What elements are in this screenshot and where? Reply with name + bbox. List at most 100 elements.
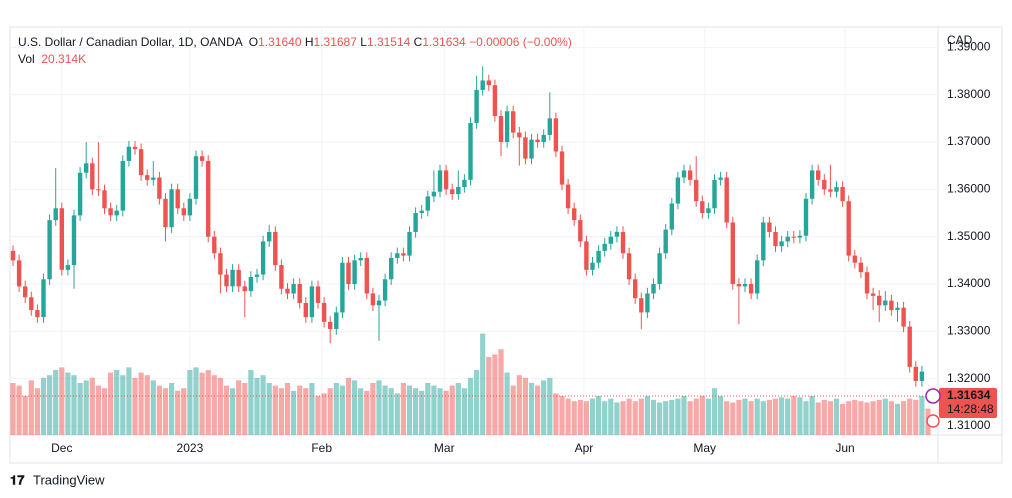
candle-body bbox=[437, 170, 443, 192]
candle-body bbox=[468, 123, 473, 180]
candle-body bbox=[389, 257, 394, 280]
volume-bar bbox=[864, 402, 870, 435]
candle-body bbox=[730, 222, 735, 285]
candle-body bbox=[687, 170, 693, 180]
candle-body bbox=[169, 189, 174, 228]
candle-body bbox=[120, 160, 125, 211]
candle-body bbox=[29, 297, 34, 311]
volume-bar bbox=[345, 377, 352, 435]
volume-bar bbox=[443, 390, 449, 435]
volume-bar bbox=[230, 388, 236, 435]
volume-bar bbox=[815, 402, 821, 435]
volume-bar bbox=[467, 377, 474, 435]
candle-body bbox=[59, 208, 64, 270]
candle-body bbox=[840, 186, 845, 202]
volume-bar bbox=[693, 398, 699, 435]
candle-body bbox=[718, 177, 723, 180]
candle-body bbox=[657, 253, 662, 285]
volume-bar bbox=[571, 401, 577, 435]
volume-bar bbox=[169, 383, 175, 435]
volume-bar bbox=[419, 390, 425, 435]
candle-body bbox=[321, 302, 327, 322]
candle-body bbox=[633, 279, 638, 299]
volume-bar bbox=[736, 399, 742, 435]
volume-bar bbox=[516, 375, 522, 435]
candle-body bbox=[413, 213, 418, 232]
candle-body bbox=[694, 179, 699, 202]
volume-bar bbox=[303, 388, 309, 435]
low: 1.31514 bbox=[366, 35, 411, 49]
candle-body bbox=[614, 231, 620, 237]
candle-body bbox=[157, 177, 162, 199]
candle-body bbox=[511, 111, 516, 133]
volume-bar bbox=[608, 398, 614, 435]
volume-bar bbox=[535, 385, 541, 435]
candle-body bbox=[407, 231, 412, 256]
candle-body bbox=[572, 208, 577, 221]
candle-body bbox=[864, 272, 870, 294]
volume-bar bbox=[730, 402, 736, 435]
flag-icon bbox=[926, 414, 940, 428]
candle-body bbox=[663, 229, 668, 254]
volume-bar bbox=[236, 380, 242, 435]
volume-bar bbox=[138, 372, 144, 435]
legend-line: U.S. Dollar / Canadian Dollar, 1D, OANDA… bbox=[18, 35, 572, 49]
candle-body bbox=[206, 160, 211, 237]
volume-bars bbox=[10, 333, 931, 435]
volume-bar bbox=[760, 401, 766, 435]
candle-body bbox=[834, 186, 839, 192]
candle-body bbox=[71, 215, 77, 266]
candle-body bbox=[724, 177, 729, 223]
candle-body bbox=[10, 250, 16, 261]
candle-body bbox=[254, 274, 260, 277]
volume-bar bbox=[498, 349, 504, 435]
candle-body bbox=[193, 156, 199, 199]
volume-bar bbox=[388, 388, 394, 435]
y-tick-label: 1.33000 bbox=[947, 324, 991, 338]
candle-body bbox=[706, 208, 711, 214]
volume-bar bbox=[852, 399, 858, 435]
volume-bar bbox=[10, 383, 16, 435]
candle-body bbox=[474, 89, 479, 124]
candle-body bbox=[309, 286, 315, 318]
candle-body bbox=[285, 288, 290, 294]
candle-body bbox=[224, 274, 229, 287]
volume-bar bbox=[254, 377, 260, 435]
volume-bar bbox=[217, 377, 223, 435]
volume-bar bbox=[83, 380, 89, 435]
volume-bar bbox=[742, 398, 748, 435]
candle-body bbox=[517, 132, 522, 138]
candle-body bbox=[651, 284, 656, 294]
candle-body bbox=[35, 310, 40, 318]
candle-body bbox=[541, 134, 546, 143]
candle-body bbox=[108, 208, 113, 216]
y-tick-label: 1.32000 bbox=[947, 371, 991, 385]
volume-bar bbox=[370, 383, 376, 435]
volume-bar bbox=[175, 390, 181, 435]
volume-bar bbox=[132, 377, 138, 435]
candle-body bbox=[498, 115, 504, 143]
candle-body bbox=[523, 137, 528, 159]
volume-bar bbox=[528, 383, 535, 435]
volume-bar bbox=[413, 388, 419, 435]
volume-bar bbox=[766, 399, 772, 435]
x-tick-label: Jun bbox=[835, 441, 854, 455]
volume-bar bbox=[840, 403, 846, 435]
candle-body bbox=[736, 284, 742, 287]
volume-bar bbox=[376, 380, 382, 435]
candle-body bbox=[456, 186, 461, 195]
volume-bar bbox=[181, 388, 187, 435]
candle-body bbox=[675, 177, 681, 204]
candle-body bbox=[639, 298, 644, 313]
candle-body bbox=[334, 312, 339, 329]
candle-body bbox=[602, 243, 607, 251]
volume-bar bbox=[894, 403, 901, 435]
volume-bar bbox=[541, 380, 547, 435]
volume-bar bbox=[126, 367, 132, 435]
high: 1.31687 bbox=[313, 35, 357, 49]
candle-body bbox=[700, 201, 705, 214]
x-tick-label: May bbox=[693, 441, 716, 455]
volume-bar bbox=[22, 396, 28, 435]
volume-bar bbox=[614, 402, 620, 435]
candle-body bbox=[132, 146, 138, 150]
